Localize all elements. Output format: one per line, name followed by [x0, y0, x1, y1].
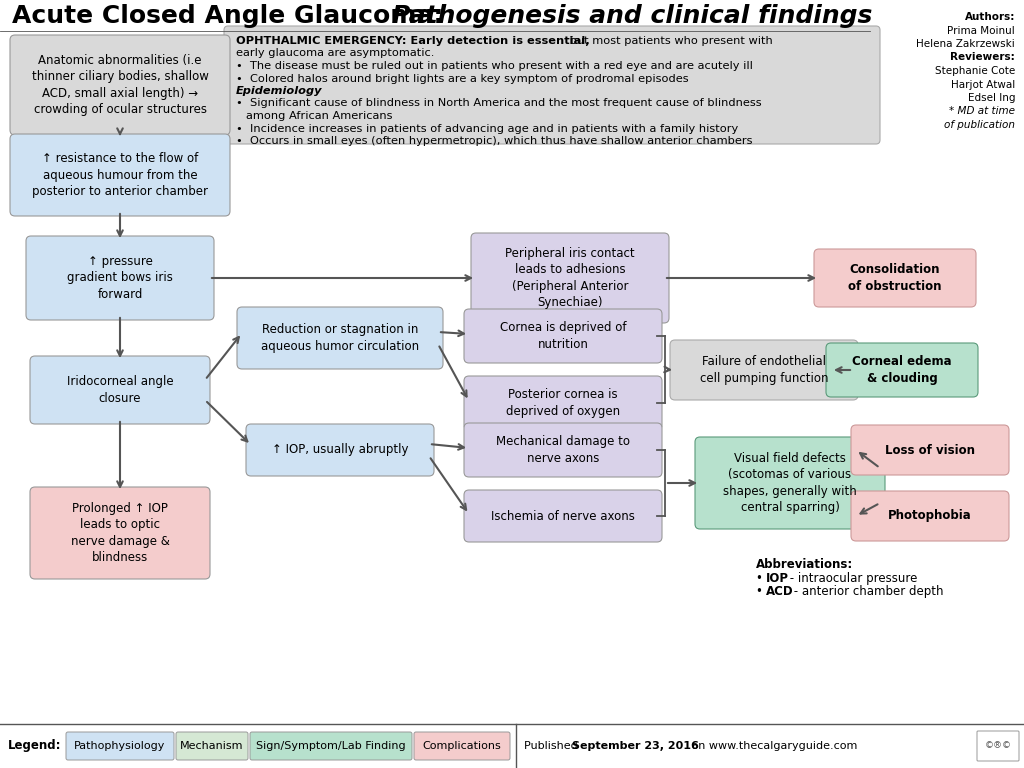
Text: •  The disease must be ruled out in patients who present with a red eye and are : • The disease must be ruled out in patie… [236, 61, 753, 71]
Text: Stephanie Cote: Stephanie Cote [935, 66, 1015, 76]
Text: Failure of endothelial
cell pumping function: Failure of endothelial cell pumping func… [699, 356, 828, 385]
Text: Reviewers:: Reviewers: [950, 52, 1015, 62]
Text: - anterior chamber depth: - anterior chamber depth [790, 585, 943, 598]
Text: Mechanical damage to
nerve axons: Mechanical damage to nerve axons [496, 435, 630, 465]
Text: September 23, 2016: September 23, 2016 [572, 741, 698, 751]
FancyBboxPatch shape [26, 236, 214, 320]
Text: Complications: Complications [423, 741, 502, 751]
Text: Helena Zakrzewski: Helena Zakrzewski [916, 39, 1015, 49]
Text: Peripheral iris contact
leads to adhesions
(Peripheral Anterior
Synechiae): Peripheral iris contact leads to adhesio… [505, 247, 635, 310]
FancyBboxPatch shape [851, 425, 1009, 475]
FancyBboxPatch shape [464, 309, 662, 363]
Text: Visual field defects
(scotomas of various
shapes, generally with
central sparrin: Visual field defects (scotomas of variou… [723, 452, 857, 515]
FancyBboxPatch shape [10, 134, 230, 216]
Text: •  Incidence increases in patients of advancing age and in patients with a famil: • Incidence increases in patients of adv… [236, 124, 738, 134]
FancyBboxPatch shape [237, 307, 443, 369]
Text: •  Occurs in small eyes (often hypermetropic), which thus have shallow anterior : • Occurs in small eyes (often hypermetro… [236, 136, 753, 146]
Text: ↑ IOP, usually abruptly: ↑ IOP, usually abruptly [271, 443, 409, 456]
Text: Sign/Symptom/Lab Finding: Sign/Symptom/Lab Finding [256, 741, 406, 751]
Text: Prolonged ↑ IOP
leads to optic
nerve damage &
blindness: Prolonged ↑ IOP leads to optic nerve dam… [71, 502, 169, 564]
FancyBboxPatch shape [464, 423, 662, 477]
FancyBboxPatch shape [10, 35, 230, 135]
Text: Epidemiology: Epidemiology [236, 86, 323, 96]
FancyBboxPatch shape [0, 724, 1024, 768]
FancyBboxPatch shape [414, 732, 510, 760]
FancyBboxPatch shape [826, 343, 978, 397]
Text: •  Colored halos around bright lights are a key symptom of prodromal episodes: • Colored halos around bright lights are… [236, 74, 688, 84]
Text: Corneal edema
& clouding: Corneal edema & clouding [852, 356, 952, 385]
Text: Cornea is deprived of
nutrition: Cornea is deprived of nutrition [500, 321, 627, 351]
Text: Posterior cornea is
deprived of oxygen: Posterior cornea is deprived of oxygen [506, 389, 621, 418]
Text: Acute Closed Angle Glaucoma:: Acute Closed Angle Glaucoma: [12, 4, 453, 28]
Text: of publication: of publication [944, 120, 1015, 130]
FancyBboxPatch shape [246, 424, 434, 476]
FancyBboxPatch shape [464, 376, 662, 430]
Text: ©®©: ©®© [984, 741, 1012, 750]
Text: Consolidation
of obstruction: Consolidation of obstruction [848, 263, 942, 293]
Text: * MD at time: * MD at time [949, 107, 1015, 117]
Text: ACD: ACD [766, 585, 794, 598]
Text: Edsel Ing: Edsel Ing [968, 93, 1015, 103]
Text: but most patients who present with: but most patients who present with [566, 36, 773, 46]
FancyBboxPatch shape [30, 356, 210, 424]
Text: Anatomic abnormalities (i.e
thinner ciliary bodies, shallow
ACD, small axial len: Anatomic abnormalities (i.e thinner cili… [32, 54, 209, 116]
FancyBboxPatch shape [977, 731, 1019, 761]
Text: early glaucoma are asymptomatic.: early glaucoma are asymptomatic. [236, 48, 434, 58]
FancyBboxPatch shape [30, 487, 210, 579]
FancyBboxPatch shape [224, 26, 880, 144]
Text: Ischemia of nerve axons: Ischemia of nerve axons [492, 509, 635, 522]
Text: Legend:: Legend: [8, 740, 61, 753]
Text: Pathogenesis and clinical findings: Pathogenesis and clinical findings [392, 4, 872, 28]
Text: Mechanism: Mechanism [180, 741, 244, 751]
FancyBboxPatch shape [851, 491, 1009, 541]
Text: Loss of vision: Loss of vision [885, 443, 975, 456]
Text: ↑ resistance to the flow of
aqueous humour from the
posterior to anterior chambe: ↑ resistance to the flow of aqueous humo… [32, 152, 208, 198]
Text: Pathophysiology: Pathophysiology [75, 741, 166, 751]
Text: ↑ pressure
gradient bows iris
forward: ↑ pressure gradient bows iris forward [67, 255, 173, 301]
Text: Prima Moinul: Prima Moinul [947, 25, 1015, 35]
FancyBboxPatch shape [176, 732, 248, 760]
FancyBboxPatch shape [471, 233, 669, 323]
Text: IOP: IOP [766, 572, 790, 585]
Text: Published: Published [524, 741, 582, 751]
Text: Reduction or stagnation in
aqueous humor circulation: Reduction or stagnation in aqueous humor… [261, 323, 419, 353]
Text: Harjot Atwal: Harjot Atwal [950, 80, 1015, 90]
Text: Iridocorneal angle
closure: Iridocorneal angle closure [67, 376, 173, 405]
FancyBboxPatch shape [250, 732, 412, 760]
Text: Authors:: Authors: [965, 12, 1015, 22]
FancyBboxPatch shape [66, 732, 174, 760]
FancyBboxPatch shape [814, 249, 976, 307]
Text: among African Americans: among African Americans [246, 111, 392, 121]
Text: Photophobia: Photophobia [888, 509, 972, 522]
Text: on www.thecalgaryguide.com: on www.thecalgaryguide.com [688, 741, 857, 751]
Text: •: • [756, 572, 767, 585]
Text: OPHTHALMIC EMERGENCY: Early detection is essential,: OPHTHALMIC EMERGENCY: Early detection is… [236, 36, 590, 46]
Text: •: • [756, 585, 767, 598]
Text: Abbreviations:: Abbreviations: [756, 558, 853, 571]
FancyBboxPatch shape [670, 340, 858, 400]
FancyBboxPatch shape [695, 437, 885, 529]
Text: •  Significant cause of blindness in North America and the most frequent cause o: • Significant cause of blindness in Nort… [236, 98, 762, 108]
Text: - intraocular pressure: - intraocular pressure [786, 572, 918, 585]
FancyBboxPatch shape [464, 490, 662, 542]
